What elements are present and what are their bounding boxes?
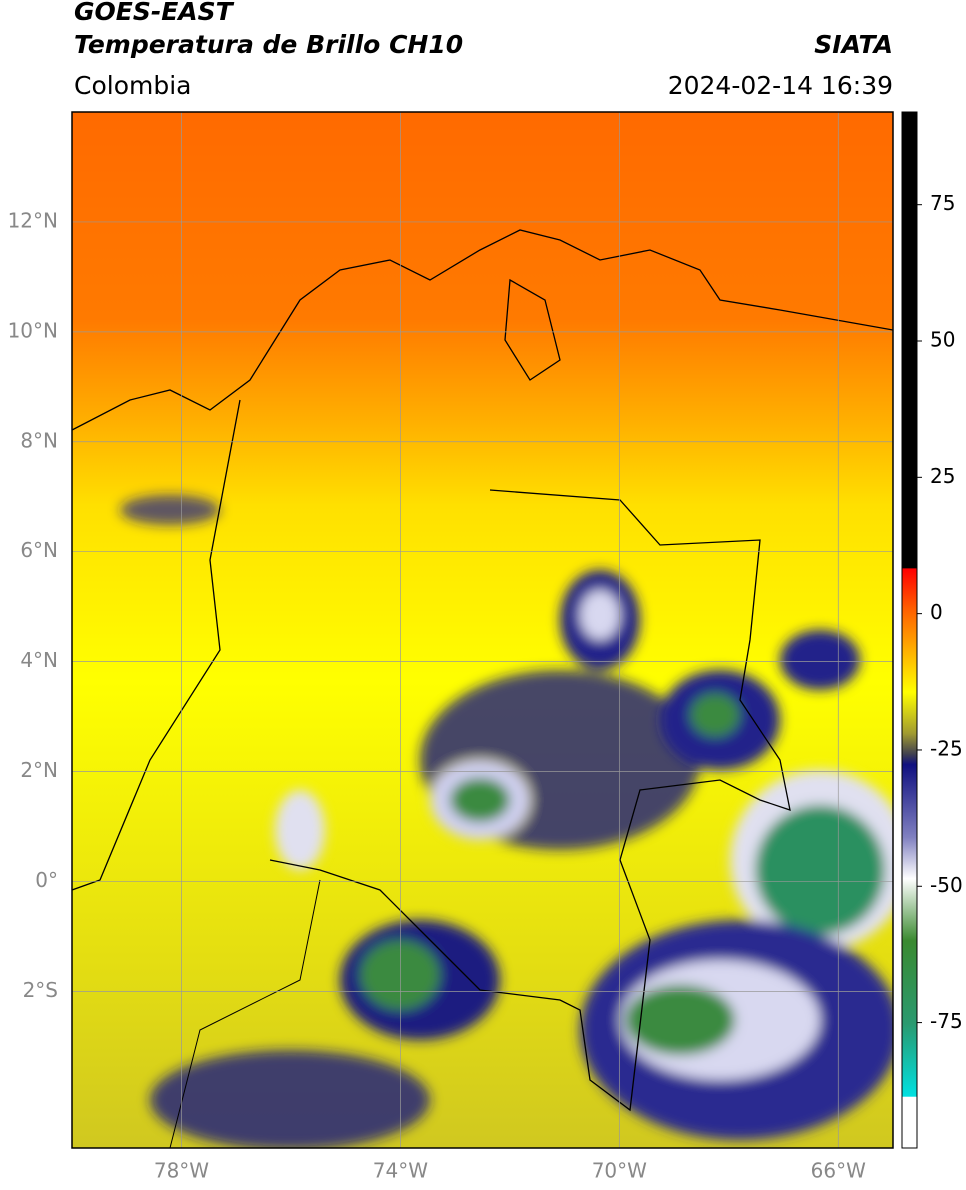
subtitle: Temperatura de Brillo CH10 xyxy=(74,30,463,59)
colorbar-tick-label: -50 xyxy=(930,873,963,897)
timestamp: 2024-02-14 16:39 xyxy=(668,71,893,100)
y-tick-label: 4°N xyxy=(20,648,58,672)
colorbar-tick-label: -75 xyxy=(930,1009,963,1033)
source: SIATA xyxy=(814,30,893,59)
y-tick-label: 10°N xyxy=(8,318,58,342)
colorbar-tick-label: 50 xyxy=(930,328,955,352)
colorbar-tick-label: 75 xyxy=(930,191,955,215)
satellite-image xyxy=(72,112,893,1148)
x-tick-label: 70°W xyxy=(592,1159,647,1183)
y-tick-label: 2°S xyxy=(23,978,58,1002)
y-tick-label: 2°N xyxy=(20,758,58,782)
region: Colombia xyxy=(74,71,191,100)
x-tick-label: 74°W xyxy=(373,1159,428,1183)
colorbar xyxy=(901,111,918,1149)
y-tick-label: 12°N xyxy=(8,208,58,232)
map-frame xyxy=(71,111,894,1149)
y-tick-label: 6°N xyxy=(20,538,58,562)
colorbar-tick-label: 25 xyxy=(930,464,955,488)
colorbar-tick-label: 0 xyxy=(930,600,943,624)
colorbar-tick-label: -25 xyxy=(930,736,963,760)
title: GOES-EAST xyxy=(74,0,235,26)
y-tick-label: 8°N xyxy=(20,428,58,452)
y-tick-label: 0° xyxy=(35,868,58,892)
x-tick-label: 78°W xyxy=(154,1159,209,1183)
x-tick-label: 66°W xyxy=(811,1159,866,1183)
